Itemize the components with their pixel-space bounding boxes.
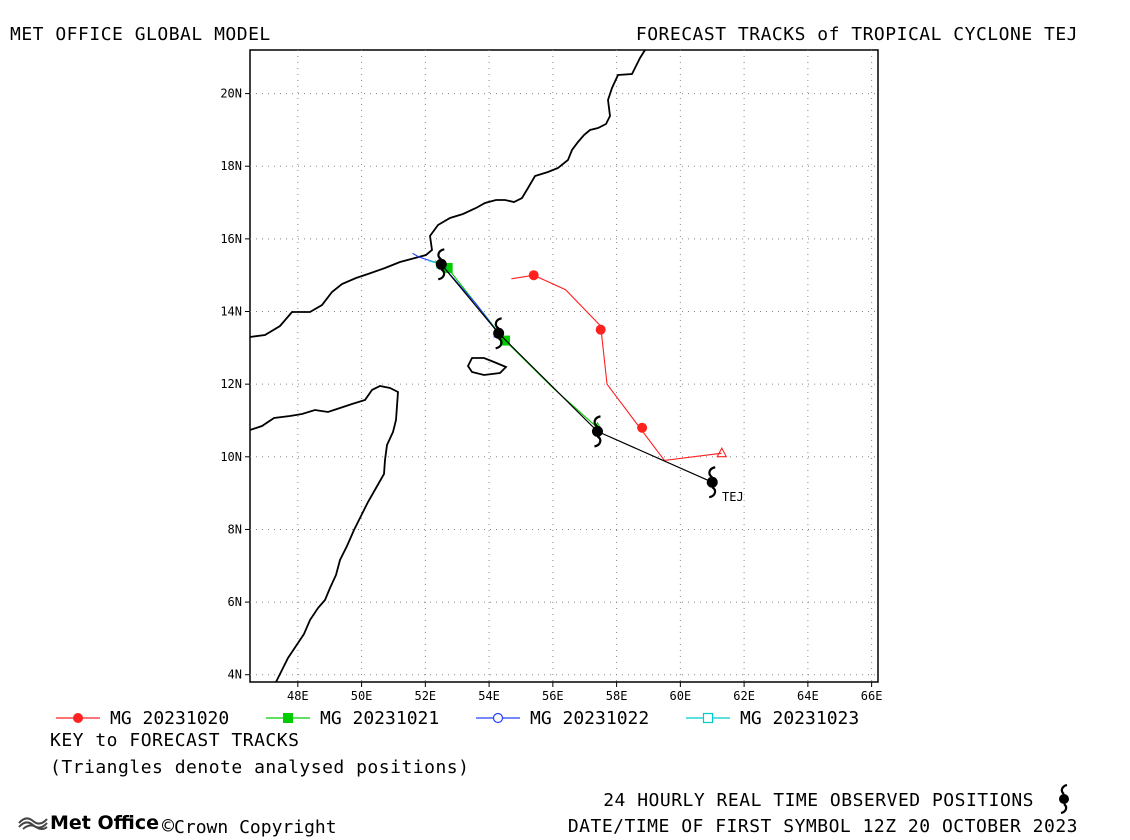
lat-tick-label: 20N — [220, 87, 242, 101]
legend-label: MG 20231021 — [320, 708, 440, 729]
track-point — [500, 335, 511, 346]
lon-tick-label: 62E — [733, 689, 755, 700]
lon-tick-label: 58E — [606, 689, 628, 700]
model-title: MET OFFICE GLOBAL MODEL — [10, 24, 271, 45]
key-title: KEY to FORECAST TRACKS — [50, 730, 300, 751]
lon-tick-label: 52E — [414, 689, 436, 700]
cyclone-symbol — [706, 466, 718, 499]
lon-tick-label: 64E — [797, 689, 819, 700]
cyclone-symbol-icon — [1059, 784, 1069, 814]
lat-tick-label: 4N — [228, 668, 242, 682]
lat-tick-label: 6N — [228, 595, 242, 609]
lon-tick-label: 66E — [861, 689, 883, 700]
observed-note: 24 HOURLY REAL TIME OBSERVED POSITIONS — [603, 790, 1034, 811]
track-point — [595, 324, 606, 335]
legend-label: MG 20231020 — [110, 708, 230, 729]
legend-red-marker — [56, 713, 100, 723]
lat-tick-label: 10N — [220, 450, 242, 464]
lon-tick-label: 50E — [351, 689, 373, 700]
legend-label: MG 20231023 — [740, 708, 860, 729]
map-frame — [249, 49, 879, 683]
lat-tick-label: 12N — [220, 377, 242, 391]
lat-tick-label: 8N — [228, 522, 242, 536]
track-map: 4N 6N 8N 10N 12N 14N 16N 18N 20N 48E 50E 52E 54E 56E 5… — [220, 49, 882, 700]
lon-tick-label: 54E — [478, 689, 500, 700]
coastline — [249, 49, 646, 683]
legend-green-marker — [266, 713, 310, 723]
legend-cyan-marker — [686, 712, 730, 724]
legend-blue-marker — [476, 712, 520, 724]
met-office-wave-icon — [18, 817, 48, 830]
cyclone-label: TEJ — [722, 490, 744, 504]
track-point — [637, 422, 648, 433]
key-note: (Triangles denote analysed positions) — [50, 757, 470, 778]
copyright-text: Crown Copyright — [174, 817, 337, 838]
lat-tick-label: 16N — [220, 232, 242, 246]
grid-lines: 4N 6N 8N 10N 12N 14N 16N 18N 20N 48E 50E 52E 54E 56E 5… — [220, 50, 882, 700]
cyclone-symbol — [591, 415, 603, 448]
analysed-triangle — [716, 446, 728, 458]
cyclone-symbol — [493, 317, 505, 350]
legend-label: MG 20231022 — [530, 708, 650, 729]
observed-positions — [435, 248, 718, 499]
lon-tick-label: 48E — [287, 689, 309, 700]
track-point — [442, 262, 453, 273]
observed-track-line — [440, 263, 713, 483]
lat-tick-label: 14N — [220, 305, 242, 319]
met-office-logo: Met Office — [18, 812, 159, 834]
brand-text: Met Office — [50, 812, 159, 834]
lon-tick-label: 60E — [670, 689, 692, 700]
track-point — [528, 270, 539, 281]
copyright: ©Crown Copyright — [162, 814, 337, 838]
date-line: DATE/TIME OF FIRST SYMBOL 12Z 20 OCTOBER… — [567, 816, 1078, 837]
copyright-symbol-icon: © — [162, 814, 175, 838]
lon-tick-label: 56E — [542, 689, 564, 700]
cyclone-symbol — [435, 248, 447, 281]
lat-tick-label: 18N — [220, 159, 242, 173]
chart-title: FORECAST TRACKS of TROPICAL CYCLONE TEJ — [635, 24, 1078, 45]
